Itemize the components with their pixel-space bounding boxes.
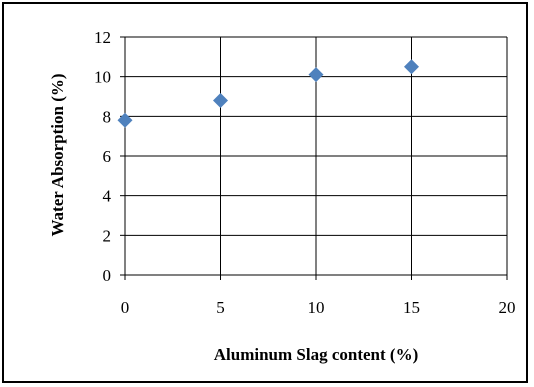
y-tick-label: 6 xyxy=(103,147,112,166)
data-point xyxy=(213,92,228,108)
x-tick-label: 10 xyxy=(308,298,325,317)
y-tick-label: 12 xyxy=(94,28,111,47)
x-tick-label: 15 xyxy=(403,298,420,317)
y-tick-label: 0 xyxy=(103,266,112,285)
y-tick-labels: 0 2 4 6 8 10 12 xyxy=(94,28,112,285)
x-tick-labels: 0 5 10 15 20 xyxy=(121,298,516,317)
data-points xyxy=(117,59,419,128)
x-tick-label: 5 xyxy=(216,298,225,317)
y-tick-label: 4 xyxy=(103,187,112,206)
data-point xyxy=(308,67,324,83)
x-tick-label: 20 xyxy=(499,298,516,317)
chart-frame xyxy=(2,2,528,383)
y-tick-label: 2 xyxy=(103,226,112,245)
data-point xyxy=(404,59,419,75)
x-axis-title: Aluminum Slag content (%) xyxy=(214,345,418,364)
x-tick-label: 0 xyxy=(121,298,130,317)
y-axis-title: Water Absorption (%) xyxy=(48,73,67,236)
data-point xyxy=(117,112,133,128)
y-tick-label: 8 xyxy=(103,107,112,126)
y-tick-label: 10 xyxy=(94,68,111,87)
